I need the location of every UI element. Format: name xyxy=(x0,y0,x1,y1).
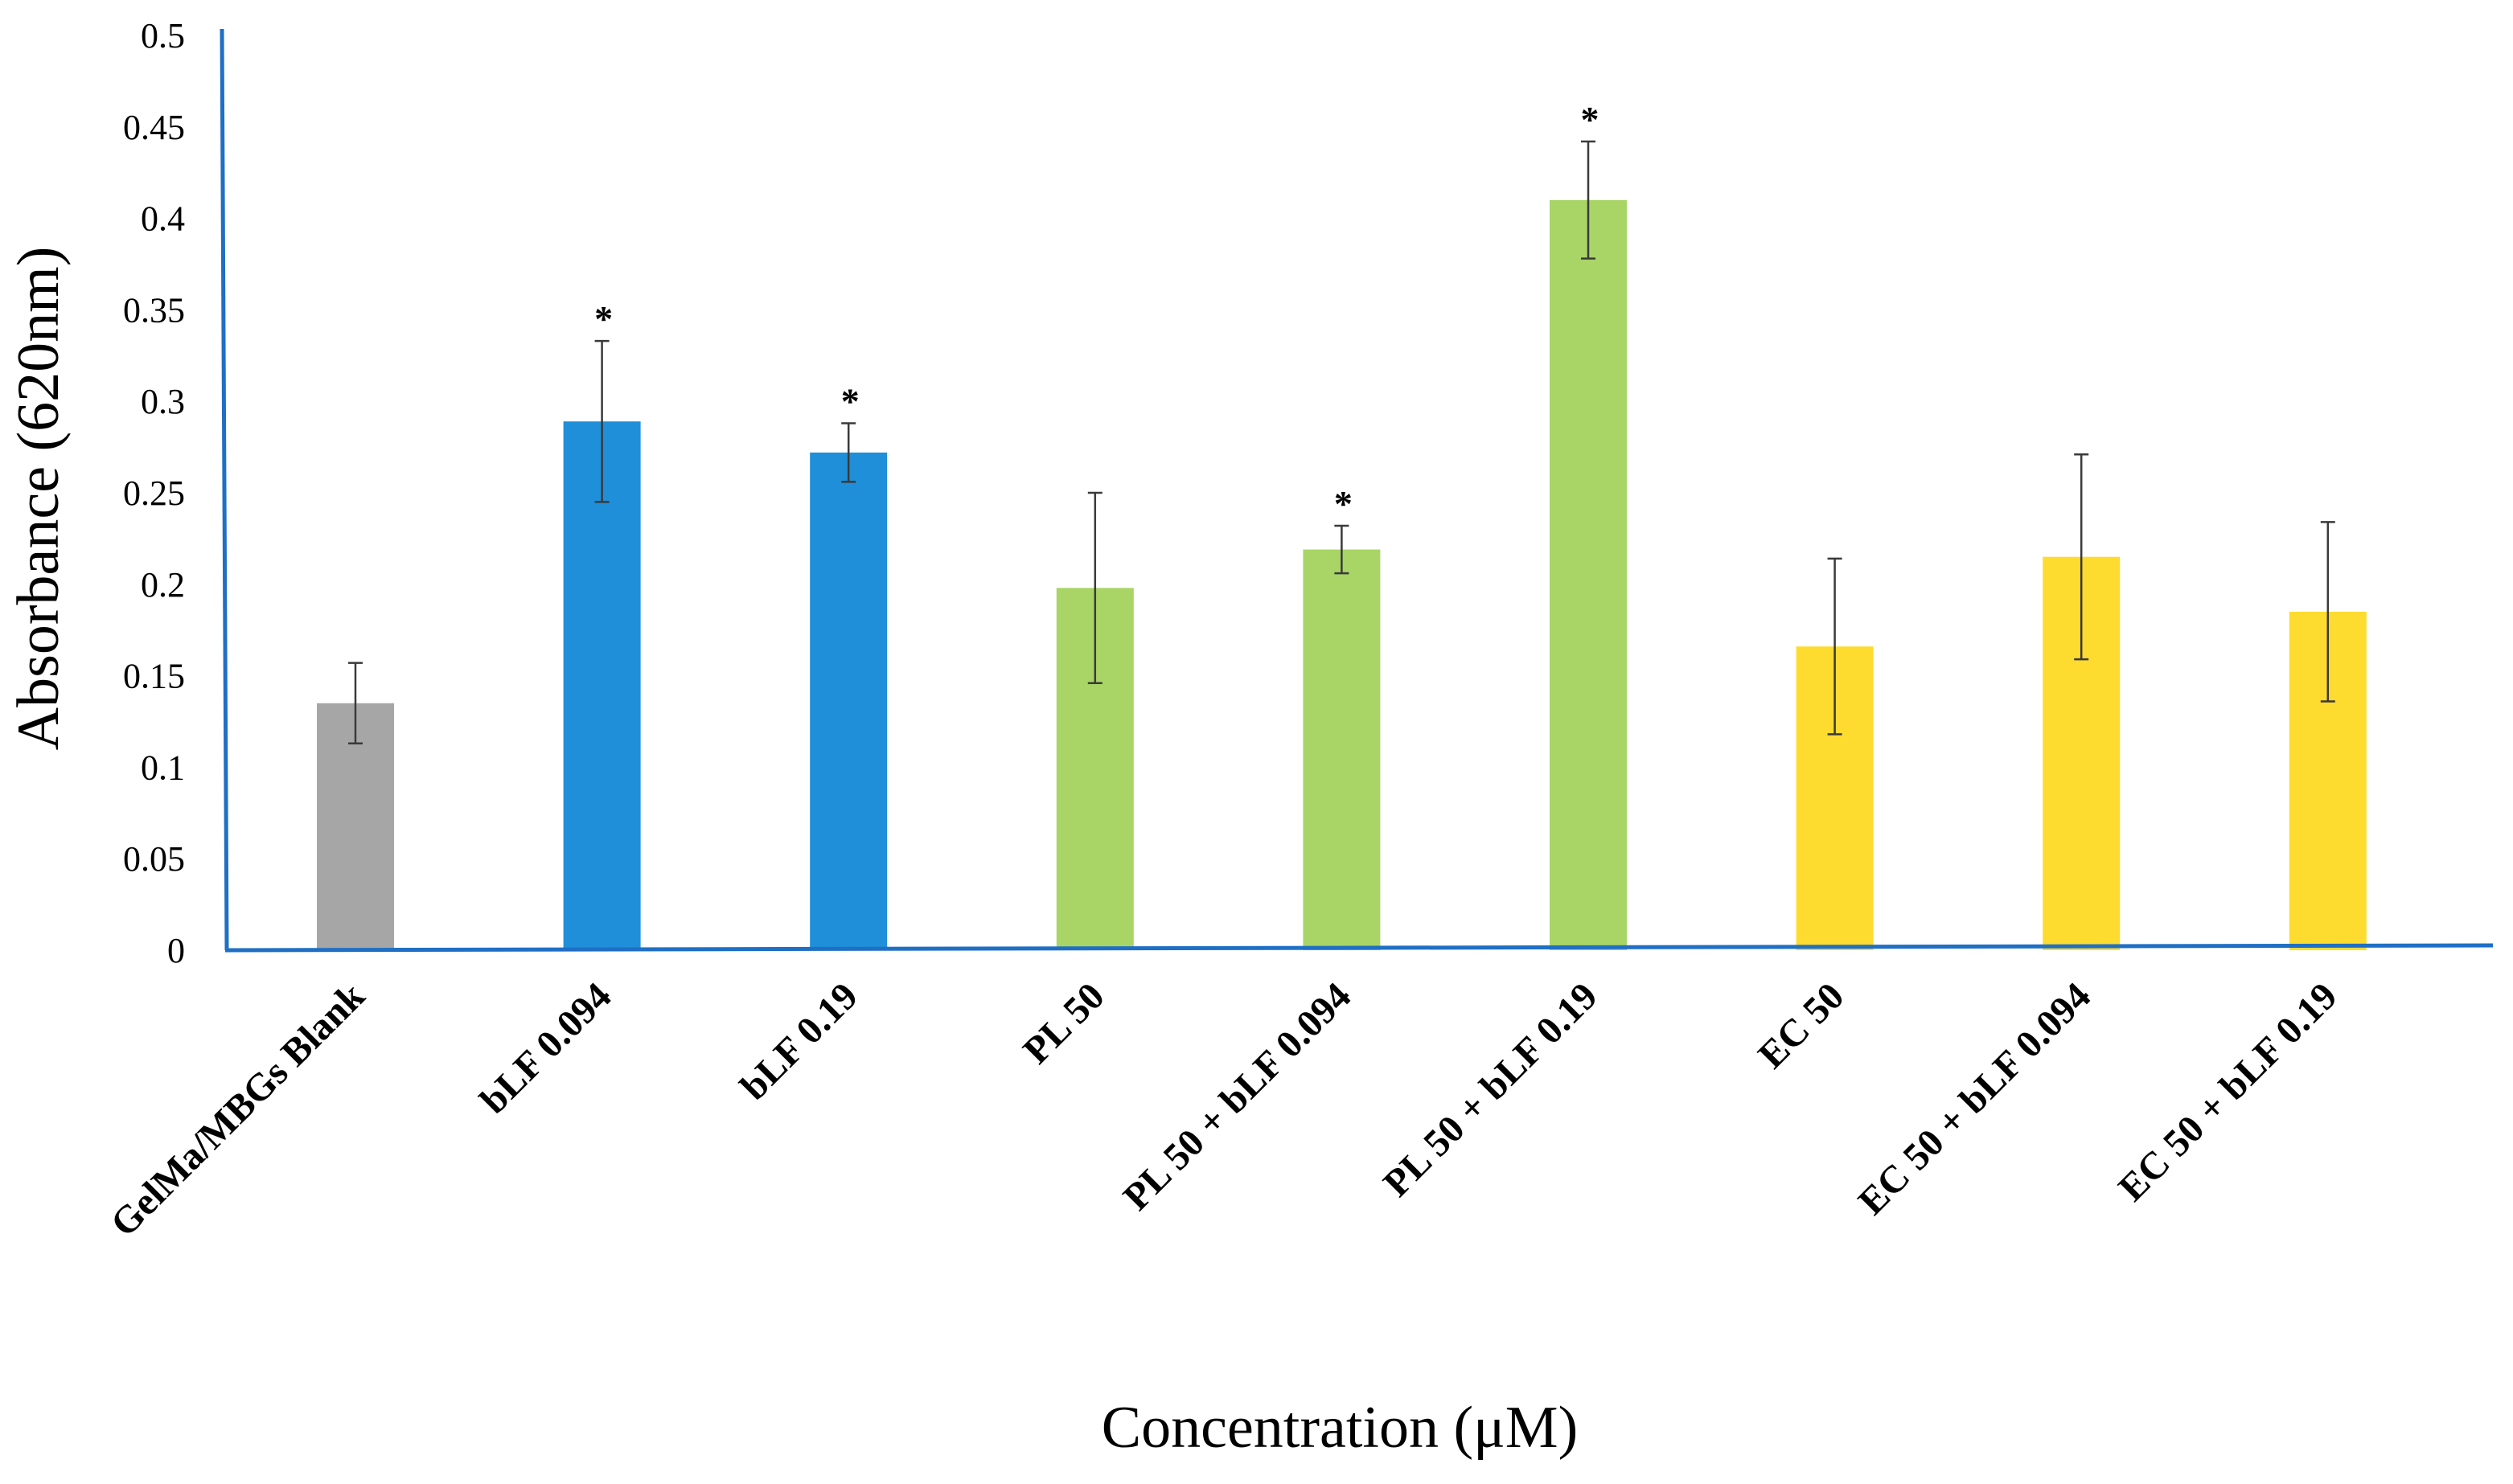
x-category-labels: GelMa/MBGs Blank bLF 0.094 bLF 0.19 PL 50 PL… xyxy=(102,974,2345,1245)
bar xyxy=(1303,549,1381,950)
y-tick-label: 0.15 xyxy=(123,657,185,696)
error-bar xyxy=(841,422,856,483)
error-bar xyxy=(348,662,363,745)
y-axis-title: Absorbance (620nm) xyxy=(6,247,72,751)
y-tick-label: 0.25 xyxy=(123,473,185,513)
x-category-label: EC 50 xyxy=(1750,974,1852,1076)
x-category-label: bLF 0.094 xyxy=(472,974,619,1121)
x-axis-title: Concentration (μM) xyxy=(1102,1395,1578,1461)
x-category-label: EC 50 + bLF 0.19 xyxy=(2110,974,2345,1209)
y-tick-label: 0 xyxy=(167,931,185,970)
error-bar xyxy=(2074,453,2089,661)
error-bar xyxy=(1087,491,1103,684)
y-tick-label: 0.45 xyxy=(123,108,185,147)
y-tick-label: 0.4 xyxy=(141,199,185,239)
bars-layer: * * * * xyxy=(317,99,2367,951)
y-axis xyxy=(220,28,229,951)
y-tick-label: 0.05 xyxy=(123,839,185,879)
significance-marker: * xyxy=(594,298,613,339)
x-category-label: GelMa/MBGs Blank xyxy=(102,974,373,1245)
x-category-label: PL 50 + bLF 0.19 xyxy=(1375,974,1606,1205)
error-bar xyxy=(594,339,610,503)
x-category-label: bLF 0.19 xyxy=(733,974,866,1108)
x-category-label: PL 50 xyxy=(1015,974,1112,1072)
axes-layer xyxy=(220,28,2494,953)
significance-marker: * xyxy=(1581,99,1599,140)
bar xyxy=(1550,199,1627,951)
x-category-label: PL 50 + bLF 0.094 xyxy=(1115,974,1360,1219)
bar xyxy=(563,421,641,950)
y-tick-label: 0.5 xyxy=(141,16,185,55)
error-bar xyxy=(1334,524,1349,575)
y-tick-label: 0.2 xyxy=(141,565,185,605)
error-bar xyxy=(2320,521,2335,703)
significance-marker: * xyxy=(1334,483,1353,524)
x-category-label: EC 50 + bLF 0.094 xyxy=(1850,974,2099,1223)
y-tick-label: 0.3 xyxy=(141,382,185,421)
y-tick-label: 0.35 xyxy=(123,290,185,330)
error-bar xyxy=(1827,557,1842,736)
y-tick-label: 0.1 xyxy=(141,748,185,787)
bar xyxy=(810,452,888,950)
error-bar xyxy=(1581,140,1595,260)
y-tick-labels: 0 0.05 0.1 0.15 0.2 0.25 0.3 0.35 0.4 0.45 0.5 xyxy=(123,16,185,970)
significance-marker: * xyxy=(841,381,860,422)
x-axis xyxy=(224,943,2494,953)
